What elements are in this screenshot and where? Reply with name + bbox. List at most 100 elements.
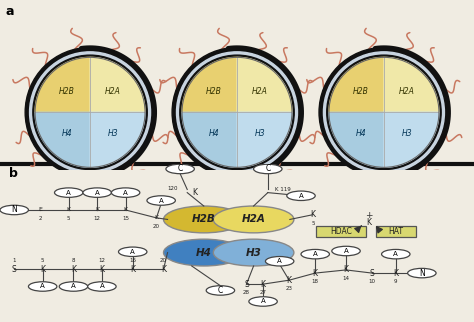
Text: +: + bbox=[365, 211, 373, 220]
Circle shape bbox=[176, 52, 298, 173]
Text: K: K bbox=[310, 210, 315, 219]
Text: 18: 18 bbox=[312, 279, 319, 284]
Text: HAT: HAT bbox=[388, 227, 403, 236]
Circle shape bbox=[25, 47, 155, 177]
FancyBboxPatch shape bbox=[375, 226, 416, 237]
Text: K: K bbox=[192, 188, 197, 197]
Circle shape bbox=[323, 52, 445, 173]
Text: K: K bbox=[40, 265, 45, 274]
Text: S: S bbox=[244, 279, 249, 289]
Circle shape bbox=[0, 205, 28, 215]
Text: A: A bbox=[159, 197, 164, 204]
Circle shape bbox=[329, 58, 438, 167]
Circle shape bbox=[59, 282, 88, 291]
Text: 5: 5 bbox=[41, 258, 45, 263]
Text: H3: H3 bbox=[402, 129, 412, 138]
Text: K: K bbox=[261, 279, 265, 289]
Text: A: A bbox=[40, 283, 45, 289]
Text: S: S bbox=[12, 265, 17, 274]
Text: K: K bbox=[130, 265, 135, 274]
Text: H2A: H2A bbox=[242, 214, 265, 224]
Text: E: E bbox=[38, 207, 42, 213]
Text: 12: 12 bbox=[94, 216, 100, 221]
Text: 23: 23 bbox=[286, 286, 292, 291]
Text: A: A bbox=[344, 248, 348, 254]
Text: K: K bbox=[161, 265, 166, 274]
Text: K: K bbox=[366, 218, 371, 227]
Circle shape bbox=[29, 52, 151, 173]
Polygon shape bbox=[35, 57, 90, 112]
Polygon shape bbox=[237, 57, 292, 112]
Text: A: A bbox=[95, 190, 100, 196]
Circle shape bbox=[254, 164, 282, 174]
Circle shape bbox=[147, 196, 175, 205]
Circle shape bbox=[88, 282, 116, 291]
Text: A: A bbox=[277, 258, 282, 264]
Circle shape bbox=[213, 239, 294, 266]
Circle shape bbox=[408, 268, 436, 278]
Text: K: K bbox=[287, 276, 292, 285]
Text: A: A bbox=[313, 251, 318, 257]
Circle shape bbox=[111, 188, 140, 197]
Circle shape bbox=[164, 239, 244, 266]
Polygon shape bbox=[182, 112, 237, 167]
Text: H4: H4 bbox=[356, 129, 366, 138]
Circle shape bbox=[287, 191, 315, 201]
Text: K: K bbox=[95, 207, 99, 213]
Circle shape bbox=[166, 164, 194, 174]
Text: 120: 120 bbox=[167, 186, 178, 191]
Text: 8: 8 bbox=[72, 258, 75, 263]
Text: H2A: H2A bbox=[252, 87, 268, 96]
Text: S: S bbox=[370, 269, 374, 278]
Text: A: A bbox=[66, 190, 71, 196]
Text: a: a bbox=[6, 5, 15, 18]
Circle shape bbox=[164, 206, 244, 233]
Circle shape bbox=[36, 58, 145, 167]
Circle shape bbox=[301, 250, 329, 259]
Text: H2A: H2A bbox=[399, 87, 415, 96]
Polygon shape bbox=[90, 57, 145, 112]
Text: K: K bbox=[100, 265, 104, 274]
Text: K: K bbox=[313, 269, 318, 278]
Text: 10: 10 bbox=[369, 279, 375, 284]
Text: H2B: H2B bbox=[353, 87, 369, 96]
Circle shape bbox=[265, 257, 294, 266]
Text: 15: 15 bbox=[122, 216, 129, 221]
Polygon shape bbox=[90, 112, 145, 167]
Text: H2A: H2A bbox=[105, 87, 121, 96]
Text: H4: H4 bbox=[62, 129, 72, 138]
Text: K: K bbox=[155, 215, 158, 220]
Text: H2B: H2B bbox=[59, 87, 75, 96]
Text: H2B: H2B bbox=[206, 87, 222, 96]
Circle shape bbox=[332, 246, 360, 256]
Circle shape bbox=[249, 297, 277, 306]
Text: 9: 9 bbox=[394, 279, 398, 284]
Text: K: K bbox=[67, 207, 71, 213]
Text: H3: H3 bbox=[108, 129, 118, 138]
Text: K 119: K 119 bbox=[275, 187, 291, 192]
Text: 1: 1 bbox=[12, 258, 16, 263]
Text: 20: 20 bbox=[153, 224, 160, 229]
Text: 16: 16 bbox=[129, 258, 136, 263]
Polygon shape bbox=[182, 57, 237, 112]
Text: A: A bbox=[130, 249, 135, 255]
Text: A: A bbox=[299, 193, 303, 199]
Text: A: A bbox=[100, 283, 104, 289]
Text: C: C bbox=[218, 286, 223, 295]
Circle shape bbox=[118, 247, 147, 257]
Text: C: C bbox=[265, 165, 271, 174]
Text: 14: 14 bbox=[343, 276, 349, 281]
Circle shape bbox=[83, 188, 111, 197]
Polygon shape bbox=[384, 112, 439, 167]
Text: H2B: H2B bbox=[192, 214, 216, 224]
Text: K: K bbox=[344, 265, 348, 274]
Text: 28: 28 bbox=[243, 290, 250, 295]
Text: C: C bbox=[177, 165, 183, 174]
Text: 5: 5 bbox=[67, 216, 71, 221]
Circle shape bbox=[319, 47, 449, 177]
Text: K: K bbox=[393, 269, 398, 278]
Text: 27: 27 bbox=[260, 290, 266, 295]
Circle shape bbox=[172, 47, 302, 177]
Polygon shape bbox=[35, 112, 90, 167]
Circle shape bbox=[55, 188, 83, 197]
